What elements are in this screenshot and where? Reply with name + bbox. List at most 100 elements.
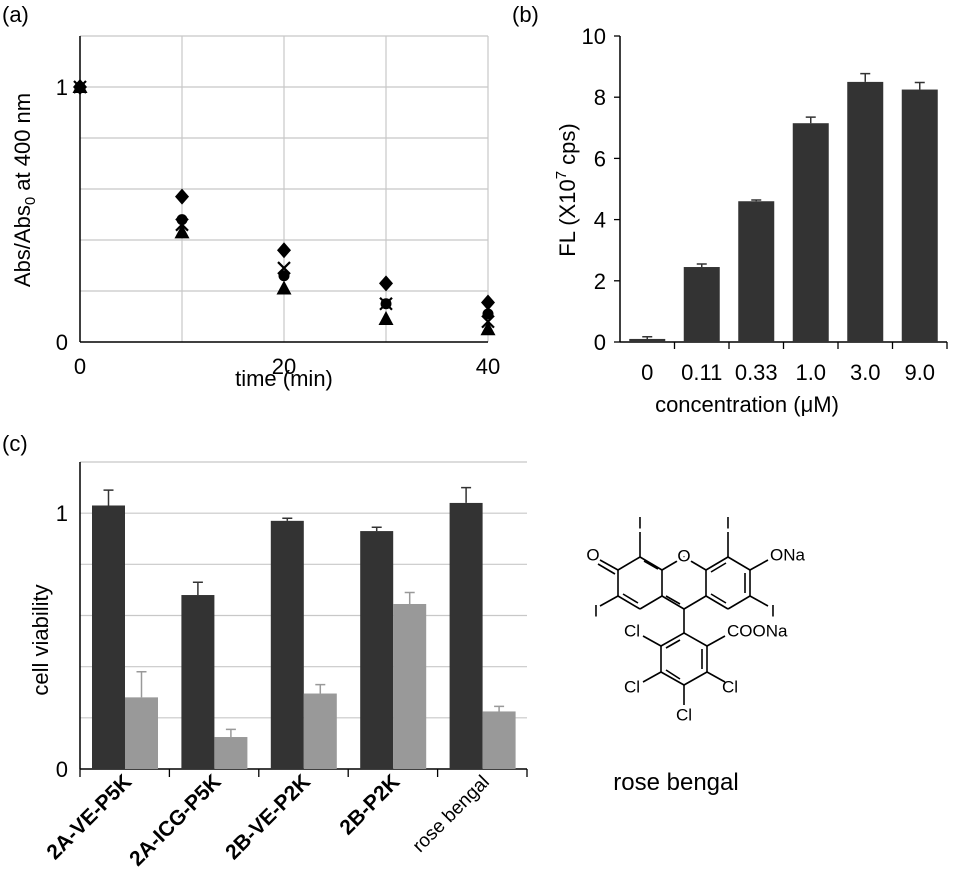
panel-a-triangle-point: [480, 321, 496, 336]
panel-a-diamond-point: [481, 294, 495, 311]
panel-c-bar: [393, 603, 427, 769]
panel-b-bar: [901, 89, 938, 342]
panel-a-ylabel-main: Abs/Abs: [10, 205, 35, 287]
panel-c-x-tick-label: 2A-VE-P5K: [42, 770, 136, 864]
panel-a-diamond-point: [175, 188, 189, 205]
chlorine-label-2: Cl: [624, 677, 640, 696]
ring-oxygen-label: O: [677, 546, 690, 565]
panel-b-error-bar: [751, 199, 762, 202]
panel-b-y-tick-label: 2: [594, 269, 606, 294]
panel-c-error-bar: [103, 489, 114, 506]
panel-c-error-bar: [404, 591, 415, 604]
panel-a-x-axis-title: time (min): [235, 366, 333, 391]
panel-a-data-points: [72, 79, 496, 336]
panel-a-y-tick-label: 0: [56, 330, 68, 355]
iodine-label-4: I: [771, 601, 776, 620]
rose-bengal-structure: O O I I I I ONa COONa Cl Cl Cl Cl rose b…: [586, 513, 805, 796]
panel-c-error-bar: [192, 581, 203, 596]
panel-a-gridlines: [80, 35, 489, 342]
iodine-label-3: I: [594, 601, 599, 620]
panel-b-bar: [683, 267, 720, 342]
panel-c-y-tick-label: 1: [56, 501, 68, 526]
panel-b-x-axis-title: concentration (μM): [655, 392, 839, 417]
panel-b-y-tick-label: 0: [594, 330, 606, 355]
panel-a-x-tick-label: 20: [272, 354, 296, 379]
panel-b-x-tick-label: 0.11: [681, 360, 722, 385]
ketone-oxygen-label: O: [586, 545, 599, 564]
panel-a-diamond-point: [379, 275, 393, 292]
panel-c-error-bar: [225, 728, 236, 738]
panel-c-error-bar: [461, 486, 472, 503]
molecule-bonds: [597, 532, 769, 705]
panel-b-ylabel-main: FL (X10: [555, 179, 580, 256]
panel-c-label: (c): [2, 431, 28, 456]
panel-a-circle-point: [278, 270, 290, 282]
panel-a-circle-point: [482, 308, 494, 320]
panel-c-bar: [181, 595, 215, 769]
panel-b-bars: [629, 72, 938, 343]
panel-a-cross-point: [277, 261, 291, 275]
panel-c-error-bar: [282, 517, 293, 521]
molecule-caption: rose bengal: [613, 769, 738, 796]
panel-c-bar: [92, 505, 125, 769]
panel-c-error-bar: [494, 705, 505, 712]
panel-c-bars: [92, 486, 516, 769]
panel-b-ylabel-superscript: 7: [553, 171, 570, 179]
panel-c-error-bar: [371, 526, 382, 532]
panel-a-diamond-point: [277, 242, 291, 259]
panel-a-cross-point: [379, 296, 393, 311]
panel-c-x-tick-label: 2B-P2K: [335, 770, 404, 839]
chlorine-label-4: Cl: [676, 705, 692, 724]
panel-c-bar: [214, 737, 248, 769]
panel-c-bar: [482, 711, 516, 769]
chlorine-label-1: Cl: [624, 621, 640, 640]
panel-b-bar: [738, 201, 775, 342]
panel-c-x-tick-label: 2B-VE-P2K: [221, 770, 315, 864]
panel-b-ylabel-tail: cps): [555, 123, 580, 171]
panel-a-tick-labels: 0 20 40 0 1: [56, 75, 500, 379]
panel-b-error-bar: [805, 116, 816, 124]
panel-b-y-tick-label: 6: [594, 146, 606, 171]
panel-b-error-bar: [860, 72, 871, 82]
panel-a-x-tick-label: 0: [74, 354, 86, 379]
panel-b-error-bar: [696, 263, 707, 268]
panel-a-ylabel-tail: at 400 nm: [10, 93, 35, 197]
panel-b-x-tick-label: 3.0: [850, 360, 881, 385]
iodine-label-1: I: [638, 513, 643, 532]
panel-b-y-axis-title: FL (X107 cps): [553, 123, 580, 256]
coona-label: COONa: [727, 621, 788, 640]
panel-a-triangle-point: [276, 280, 292, 295]
panel-b-error-bar: [642, 336, 653, 339]
panel-b-x-tick-label: 9.0: [904, 360, 935, 385]
panel-a-triangle-point: [174, 224, 190, 239]
panel-c-error-bar: [136, 671, 147, 698]
panel-a-y-tick-label: 1: [56, 75, 68, 100]
bar-chart-panel-b: (b) 0 2 4 6 8 10 0 0.11 0.33 1.0 3.0 9.0 concentrat…: [512, 2, 948, 417]
panel-a-y-axis-title: Abs/Abs0 at 400 nm: [10, 93, 39, 287]
panel-c-bar: [449, 502, 483, 769]
panel-c-error-bar: [315, 683, 326, 694]
panel-b-tick-labels: 0 2 4 6 8 10 0 0.11 0.33 1.0 3.0 9.0: [582, 24, 948, 385]
panel-b-y-tick-label: 4: [594, 208, 606, 233]
panel-c-bar: [270, 520, 304, 769]
panel-b-error-bar: [914, 81, 925, 90]
panel-b-bar: [629, 338, 666, 342]
panel-b-y-tick-label: 8: [594, 85, 606, 110]
panel-a-triangle-point: [72, 79, 88, 93]
iodine-label-2: I: [726, 513, 731, 532]
panel-a-x-tick-label: 40: [476, 354, 500, 379]
panel-c-y-axis-title: cell viability: [28, 584, 53, 695]
chlorine-label-3: Cl: [722, 677, 738, 696]
ona-label: ONa: [770, 545, 806, 564]
panel-a-triangle-point: [378, 311, 394, 326]
panel-c-bar: [303, 693, 337, 769]
panel-b-label: (b): [512, 2, 539, 27]
panel-c-bar: [360, 531, 394, 769]
panel-b-bar: [847, 81, 884, 343]
panel-c-bar: [125, 697, 158, 769]
panel-c-x-tick-label: 2A-ICG-P5K: [125, 770, 225, 870]
panel-c-y-tick-label: 0: [56, 757, 68, 782]
